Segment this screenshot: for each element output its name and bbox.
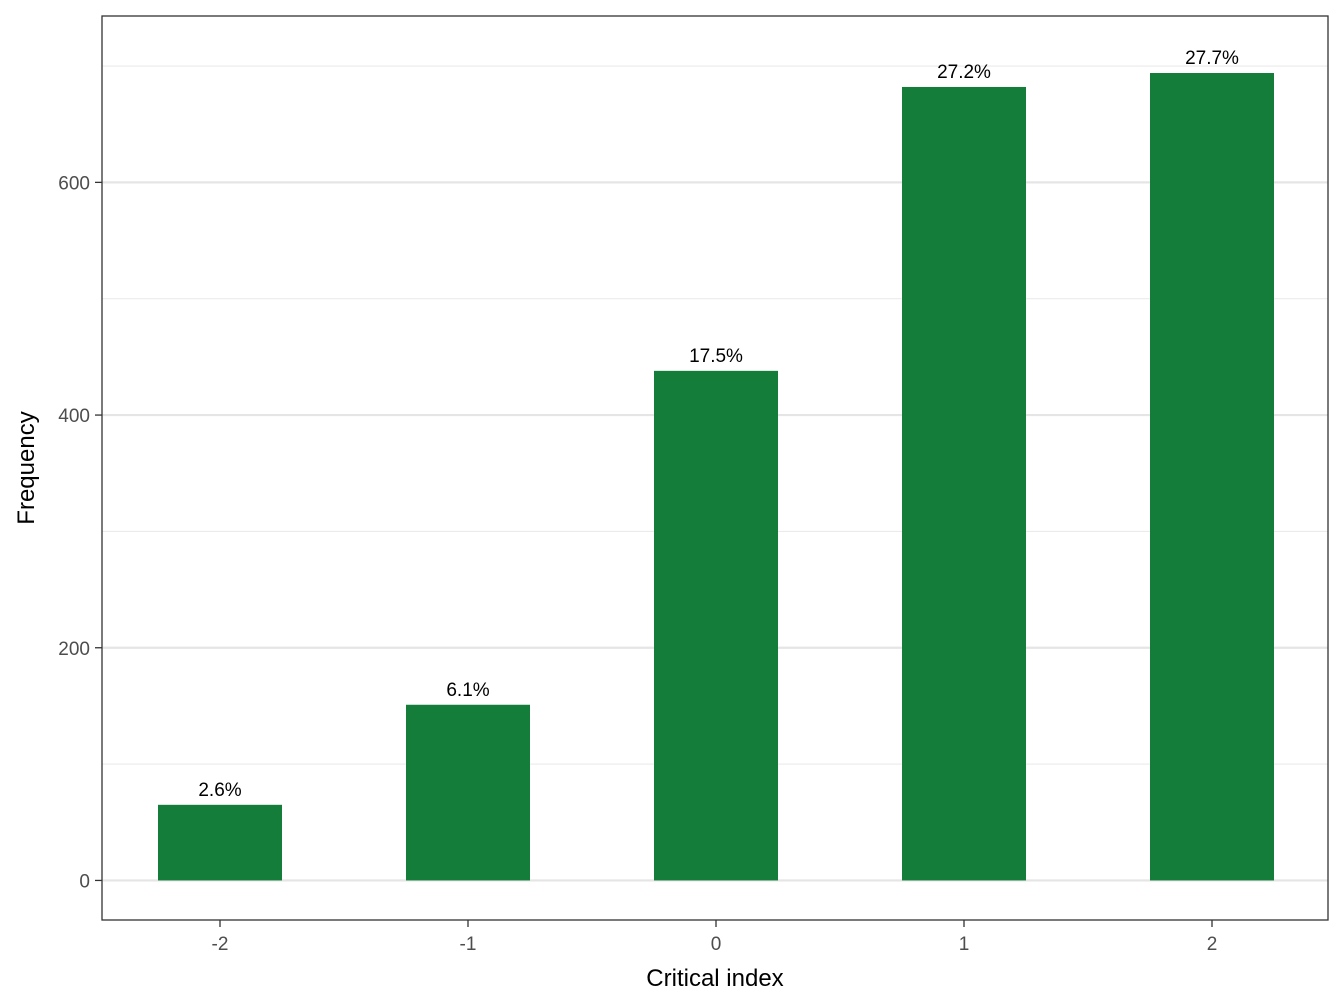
bar-value-labels: 2.6% 6.1% 17.5% 27.2% 27.7% — [198, 48, 1239, 801]
y-tick-label: 400 — [58, 406, 90, 427]
x-tick-label: 2 — [1207, 934, 1218, 955]
bar — [158, 804, 282, 881]
y-axis: 0 200 400 600 — [58, 173, 102, 892]
bars — [158, 73, 1274, 881]
bar-value-label: 27.7% — [1185, 48, 1239, 69]
bar-value-label: 27.2% — [937, 62, 991, 83]
bar-value-label: 17.5% — [689, 346, 743, 367]
plot-panel-border — [101, 15, 1329, 921]
x-axis-title: Critical index — [646, 965, 783, 992]
x-axis: -2 -1 0 1 2 — [212, 920, 1218, 955]
bar — [1150, 73, 1274, 881]
bar-value-label: 6.1% — [446, 680, 489, 701]
bar — [654, 370, 778, 881]
y-axis-title: Frequency — [13, 411, 40, 524]
bar-value-label: 2.6% — [198, 780, 241, 801]
x-tick-label: -2 — [212, 934, 229, 955]
x-tick-label: 0 — [711, 934, 722, 955]
bar — [902, 86, 1026, 881]
x-tick-label: -1 — [460, 934, 477, 955]
bar — [406, 704, 530, 881]
y-tick-label: 0 — [79, 871, 90, 892]
y-tick-label: 200 — [58, 639, 90, 660]
y-tick-label: 600 — [58, 173, 90, 194]
x-tick-label: 1 — [959, 934, 970, 955]
